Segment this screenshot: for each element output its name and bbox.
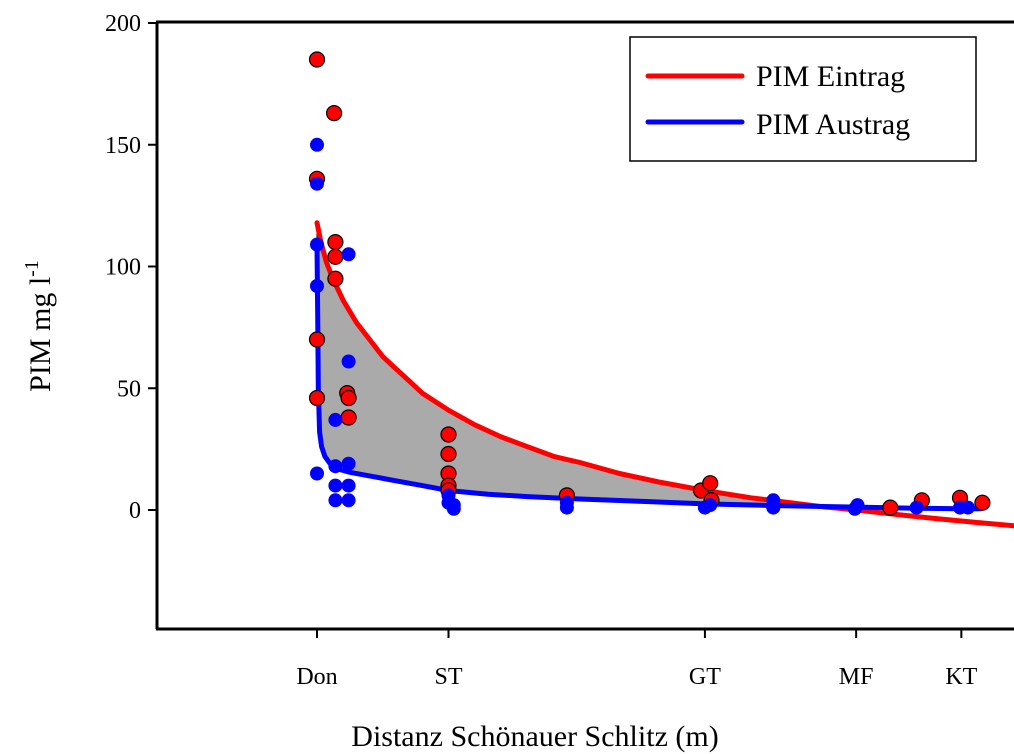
x-tick-label: KT: [945, 664, 977, 690]
data-point-pim-austrag: [328, 493, 343, 508]
legend-box: [629, 36, 977, 162]
data-point-pim-austrag: [766, 500, 781, 515]
data-point-pim-austrag: [703, 498, 718, 513]
y-axis-title-main: PIM mg l: [24, 277, 57, 392]
fit-curve-pim-eintrag: [314, 220, 1014, 529]
data-point-pim-eintrag: [327, 248, 344, 265]
data-point-pim-austrag: [310, 279, 324, 293]
legend-label-pim-austrag: PIM Austrag: [756, 108, 910, 141]
points-pim-austrag: [310, 137, 975, 516]
data-point-pim-eintrag: [340, 389, 357, 407]
y-tick-label: 100: [105, 255, 141, 281]
y-axis-title: PIM mg l-1: [21, 260, 57, 392]
y-tick-label: 0: [129, 498, 141, 524]
data-point-pim-austrag: [446, 501, 461, 516]
x-tick-label: GT: [689, 664, 721, 690]
data-point-pim-eintrag: [340, 409, 357, 426]
data-point-pim-eintrag: [308, 51, 326, 68]
data-point-pim-austrag: [328, 412, 343, 427]
y-tick-label: 150: [105, 133, 141, 159]
legend: PIM Eintrag PIM Austrag: [629, 36, 977, 162]
data-point-pim-eintrag: [974, 494, 991, 511]
y-tick-label: 200: [105, 11, 141, 37]
data-point-pim-austrag: [328, 478, 343, 493]
data-point-pim-eintrag: [702, 475, 719, 492]
data-point-pim-austrag: [909, 500, 924, 515]
fit-curve-pim-austrag: [314, 244, 984, 512]
data-point-pim-austrag: [341, 247, 356, 262]
data-point-pim-austrag: [310, 237, 324, 252]
x-tick-label: Don: [296, 664, 337, 690]
data-point-pim-austrag: [310, 137, 324, 152]
data-point-pim-eintrag: [327, 234, 344, 251]
data-point-pim-eintrag: [882, 499, 899, 516]
data-point-pim-austrag: [341, 478, 356, 493]
x-axis-title: Distanz Schönauer Schlitz (m): [351, 720, 718, 753]
x-tick-label: ST: [434, 664, 462, 690]
data-point-pim-eintrag: [440, 445, 457, 463]
data-point-pim-austrag: [341, 354, 356, 369]
data-point-pim-austrag: [559, 500, 574, 515]
data-point-pim-eintrag: [308, 331, 326, 348]
x-tick-label: MF: [839, 664, 874, 690]
y-tick-label: 50: [117, 376, 141, 402]
data-point-pim-austrag: [960, 500, 975, 515]
data-point-pim-austrag: [328, 459, 343, 474]
data-point-pim-eintrag: [308, 389, 326, 407]
shaded-region: [316, 222, 856, 511]
y-axis-title-superscript: -1: [21, 260, 43, 277]
data-point-pim-austrag: [850, 498, 865, 513]
data-point-pim-eintrag: [440, 426, 457, 443]
data-point-pim-eintrag: [327, 270, 344, 287]
x-ticks: Don ST GT MF KT: [296, 629, 978, 690]
y-ticks: 0 50 100 150 200: [105, 11, 157, 524]
data-point-pim-eintrag: [326, 104, 343, 122]
data-point-pim-austrag: [341, 456, 356, 471]
data-point-pim-austrag: [310, 176, 324, 191]
data-point-pim-austrag: [341, 493, 356, 508]
legend-label-pim-eintrag: PIM Eintrag: [756, 60, 905, 93]
data-point-pim-austrag: [310, 466, 324, 481]
